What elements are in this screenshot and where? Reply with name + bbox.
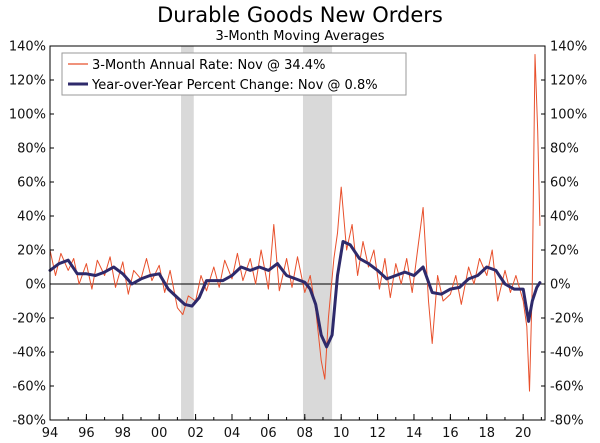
x-tick-label: 00 <box>151 426 168 441</box>
x-tick-label: 96 <box>78 426 95 441</box>
y-tick-label-right: -20% <box>550 312 584 327</box>
y-tick-label-left: 100% <box>9 108 46 123</box>
series-line-yoy-change <box>48 240 542 349</box>
x-tick-label: 06 <box>260 426 277 441</box>
series-line-3month-annual-rate <box>49 54 541 392</box>
y-tick-label-right: 80% <box>550 142 579 157</box>
y-tick-label-left: 20% <box>17 244 46 259</box>
y-tick-label-left: 40% <box>17 210 46 225</box>
y-tick-label-right: 20% <box>550 244 579 259</box>
recession-band-0 <box>181 46 194 420</box>
plot-frame <box>49 45 546 421</box>
series-layer <box>48 54 542 392</box>
x-axis: 94 96 98 00 02 04 06 08 10 12 14 16 18 20 <box>42 414 542 441</box>
legend: 3-Month Annual Rate: Nov @ 34.4% Year-ov… <box>61 52 407 96</box>
y-tick-label-left: -80% <box>12 414 46 429</box>
y-tick-label-right: 40% <box>550 210 579 225</box>
x-tick-label: 08 <box>297 426 314 441</box>
y-tick-label-right: 100% <box>550 108 587 123</box>
y-tick-label-left: 120% <box>9 74 46 89</box>
y-tick-label-left: -60% <box>12 380 46 395</box>
y-axis-left: 140% 120% 100% 80% 60% 40% 20% 0% -20% -40% -60% -8… <box>9 40 54 429</box>
recession-band-1 <box>302 46 333 420</box>
x-tick-label: 12 <box>369 426 386 441</box>
y-tick-label-left: 80% <box>17 142 46 157</box>
x-tick-label: 98 <box>115 426 132 441</box>
y-axis-right: 140% 120% 100% 80% 60% 40% 20% 0% -20% -40% -60% -8… <box>541 40 587 429</box>
chart-title: Durable Goods New Orders <box>157 3 443 27</box>
legend-label-3month: 3-Month Annual Rate: Nov @ 34.4% <box>92 58 325 73</box>
y-tick-label-right: 60% <box>550 176 579 191</box>
y-tick-label-right: 140% <box>550 40 587 55</box>
y-tick-label-right: -80% <box>550 414 584 429</box>
x-tick-label: 14 <box>406 426 423 441</box>
x-tick-label: 04 <box>224 426 241 441</box>
x-tick-label: 18 <box>478 426 495 441</box>
y-tick-label-left: -40% <box>12 346 46 361</box>
legend-box <box>61 52 407 96</box>
y-tick-label-right: -40% <box>550 346 584 361</box>
x-tick-label: 02 <box>187 426 204 441</box>
x-tick-label: 20 <box>515 426 532 441</box>
x-tick-label: 94 <box>42 426 59 441</box>
x-tick-label: 10 <box>333 426 350 441</box>
recession-shading <box>181 46 333 420</box>
y-tick-label-left: -20% <box>12 312 46 327</box>
x-tick-label: 16 <box>442 426 459 441</box>
chart-subtitle: 3-Month Moving Averages <box>215 29 384 44</box>
y-tick-label-right: 120% <box>550 74 587 89</box>
y-tick-label-left: 140% <box>9 40 46 55</box>
legend-label-yoy: Year-over-Year Percent Change: Nov @ 0.8… <box>91 78 378 93</box>
y-tick-label-left: 60% <box>17 176 46 191</box>
y-tick-label-left: 0% <box>25 278 46 293</box>
y-tick-label-right: 0% <box>550 278 571 293</box>
y-tick-label-right: -60% <box>550 380 584 395</box>
